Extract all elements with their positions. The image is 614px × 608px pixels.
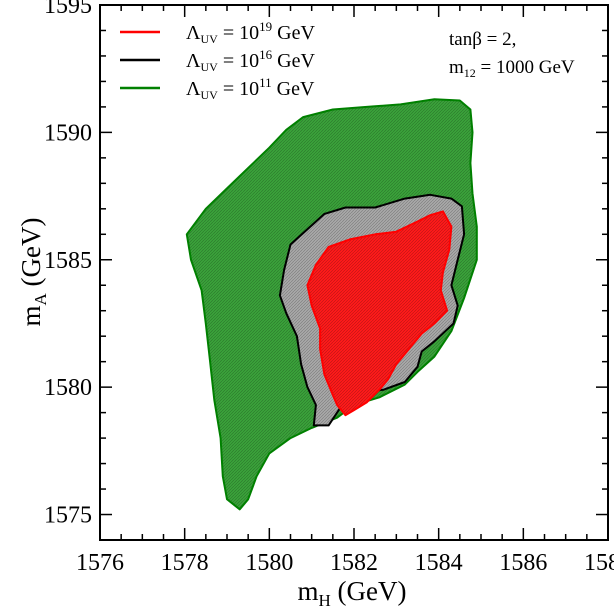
- region-lambda-1e19-outline: [306, 210, 453, 417]
- x-tick-labels: 1576 1578 1580 1582 1584 1586 1588: [76, 550, 614, 576]
- x-tick-label: 1576: [76, 550, 124, 576]
- y-tick-label: 1580: [44, 375, 92, 401]
- y-tick-label: 1590: [44, 120, 92, 146]
- x-tick-label: 1580: [245, 550, 293, 576]
- x-tick-label: 1588: [584, 550, 614, 576]
- y-axis-label: mA (GeV): [16, 217, 50, 326]
- x-tick-label: 1582: [330, 550, 378, 576]
- region-lambda-1e19: [306, 210, 453, 417]
- y-tick-label: 1595: [44, 0, 92, 19]
- y-tick-label: 1575: [44, 503, 92, 529]
- legend-label-1e16: ΛUV = 1016 GeV: [186, 47, 315, 74]
- x-tick-label: 1584: [415, 550, 463, 576]
- legend-label-1e19: ΛUV = 1019 GeV: [186, 19, 315, 46]
- annotation-line-2: m12 = 1000 GeV: [449, 57, 575, 80]
- y-tick-label: 1585: [44, 248, 92, 274]
- legend: ΛUV = 1019 GeV ΛUV = 1016 GeV ΛUV = 1011…: [120, 19, 315, 102]
- contour-regions: [185, 98, 478, 511]
- annotation: tanβ = 2, m12 = 1000 GeV: [449, 29, 575, 80]
- x-tick-label: 1578: [161, 550, 209, 576]
- y-tick-labels: 1575 1580 1585 1590 1595: [44, 0, 92, 529]
- x-axis-label: mH (GeV): [297, 576, 406, 608]
- annotation-line-1: tanβ = 2,: [449, 29, 516, 50]
- legend-label-1e11: ΛUV = 1011 GeV: [186, 75, 315, 102]
- x-tick-label: 1586: [499, 550, 547, 576]
- plot-frame: [99, 4, 609, 541]
